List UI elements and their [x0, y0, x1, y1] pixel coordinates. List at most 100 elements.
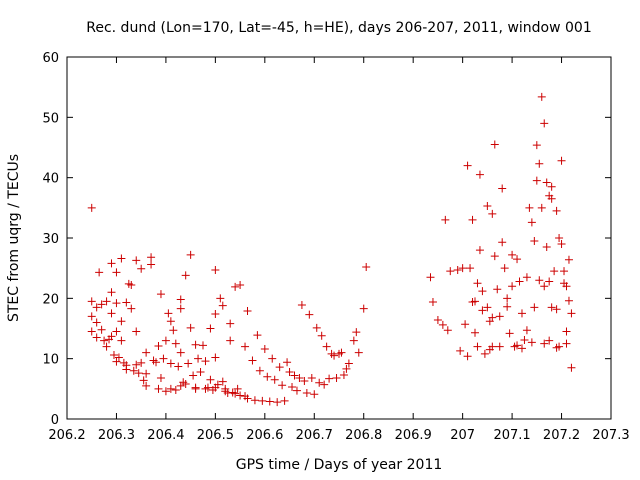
data-point	[253, 331, 262, 340]
x-tick-label: 206.7	[296, 428, 333, 443]
data-point	[171, 339, 180, 348]
data-point	[191, 383, 200, 392]
data-point	[112, 357, 121, 366]
data-point	[307, 373, 316, 382]
data-point	[87, 312, 96, 321]
data-point	[171, 386, 180, 395]
data-point	[132, 256, 141, 265]
data-point	[483, 202, 492, 211]
axis-tick-labels: 206.2 206.3 206.4 206.5 206.6 206.7 206.8 206.9…	[42, 51, 629, 443]
data-point	[527, 338, 536, 347]
data-point	[310, 390, 319, 399]
data-point	[223, 389, 232, 398]
data-point	[156, 373, 165, 382]
data-point	[278, 381, 287, 390]
data-point	[176, 295, 185, 304]
data-point	[475, 170, 484, 179]
data-point	[196, 367, 205, 376]
data-point	[258, 396, 267, 405]
data-point	[562, 282, 571, 291]
data-point	[174, 362, 183, 371]
data-point	[129, 366, 138, 375]
data-point	[503, 294, 512, 303]
data-point	[532, 176, 541, 185]
data-point	[127, 304, 136, 313]
data-point	[461, 320, 470, 329]
data-point	[112, 299, 121, 308]
x-tick-label: 206.6	[246, 428, 283, 443]
data-point	[117, 336, 126, 345]
x-tick-label: 207.1	[493, 428, 530, 443]
data-point	[92, 318, 101, 327]
data-point	[166, 317, 175, 326]
data-point	[211, 383, 220, 392]
data-point	[288, 383, 297, 392]
data-point	[330, 351, 339, 360]
data-point	[109, 351, 118, 360]
data-point	[147, 253, 156, 262]
data-point	[100, 336, 109, 345]
data-point	[95, 268, 104, 277]
data-point	[248, 356, 257, 365]
data-point	[552, 305, 561, 314]
data-point	[540, 119, 549, 128]
data-point	[297, 300, 306, 309]
y-tick-label: 0	[51, 413, 59, 428]
data-point	[471, 328, 479, 337]
data-point	[560, 267, 569, 276]
y-tick-label: 20	[42, 292, 59, 307]
data-point	[139, 376, 148, 385]
data-point	[265, 397, 274, 406]
data-point	[362, 262, 371, 271]
data-point	[186, 250, 195, 259]
data-point	[426, 273, 435, 282]
data-point	[147, 260, 156, 269]
data-point	[142, 381, 151, 390]
data-point	[290, 371, 299, 380]
data-point	[107, 309, 116, 318]
data-point	[181, 380, 190, 389]
data-point	[231, 389, 240, 398]
data-point	[562, 327, 571, 336]
data-point	[542, 178, 551, 187]
data-point	[137, 264, 146, 273]
data-point	[216, 294, 225, 303]
data-point	[537, 203, 546, 212]
data-point	[515, 277, 524, 286]
data-point	[433, 316, 442, 325]
data-point	[226, 319, 235, 328]
data-point	[211, 310, 220, 319]
data-point	[206, 375, 215, 384]
data-point	[359, 304, 368, 313]
data-point	[112, 268, 121, 277]
data-point	[344, 359, 353, 368]
data-point	[513, 255, 522, 264]
data-point	[535, 159, 544, 168]
data-point	[542, 243, 551, 252]
data-point	[438, 320, 447, 329]
data-point	[127, 281, 136, 290]
data-point	[488, 313, 497, 322]
data-point	[142, 348, 151, 357]
data-point	[156, 290, 165, 299]
y-tick-label: 30	[42, 232, 59, 247]
data-point	[132, 360, 141, 369]
x-axis-label: GPS time / Days of year 2011	[236, 457, 443, 473]
data-point	[283, 358, 292, 367]
data-point	[241, 342, 250, 351]
data-point	[545, 277, 554, 286]
data-point	[468, 215, 477, 224]
data-point	[312, 323, 321, 332]
data-point	[508, 250, 517, 259]
data-point	[137, 358, 146, 367]
data-point	[87, 203, 96, 212]
data-point	[268, 354, 277, 363]
data-point	[211, 353, 220, 362]
data-point	[513, 341, 522, 350]
data-point	[122, 365, 131, 374]
data-point	[490, 140, 499, 149]
data-point	[441, 215, 450, 224]
data-point	[339, 370, 348, 379]
data-point	[92, 333, 101, 342]
